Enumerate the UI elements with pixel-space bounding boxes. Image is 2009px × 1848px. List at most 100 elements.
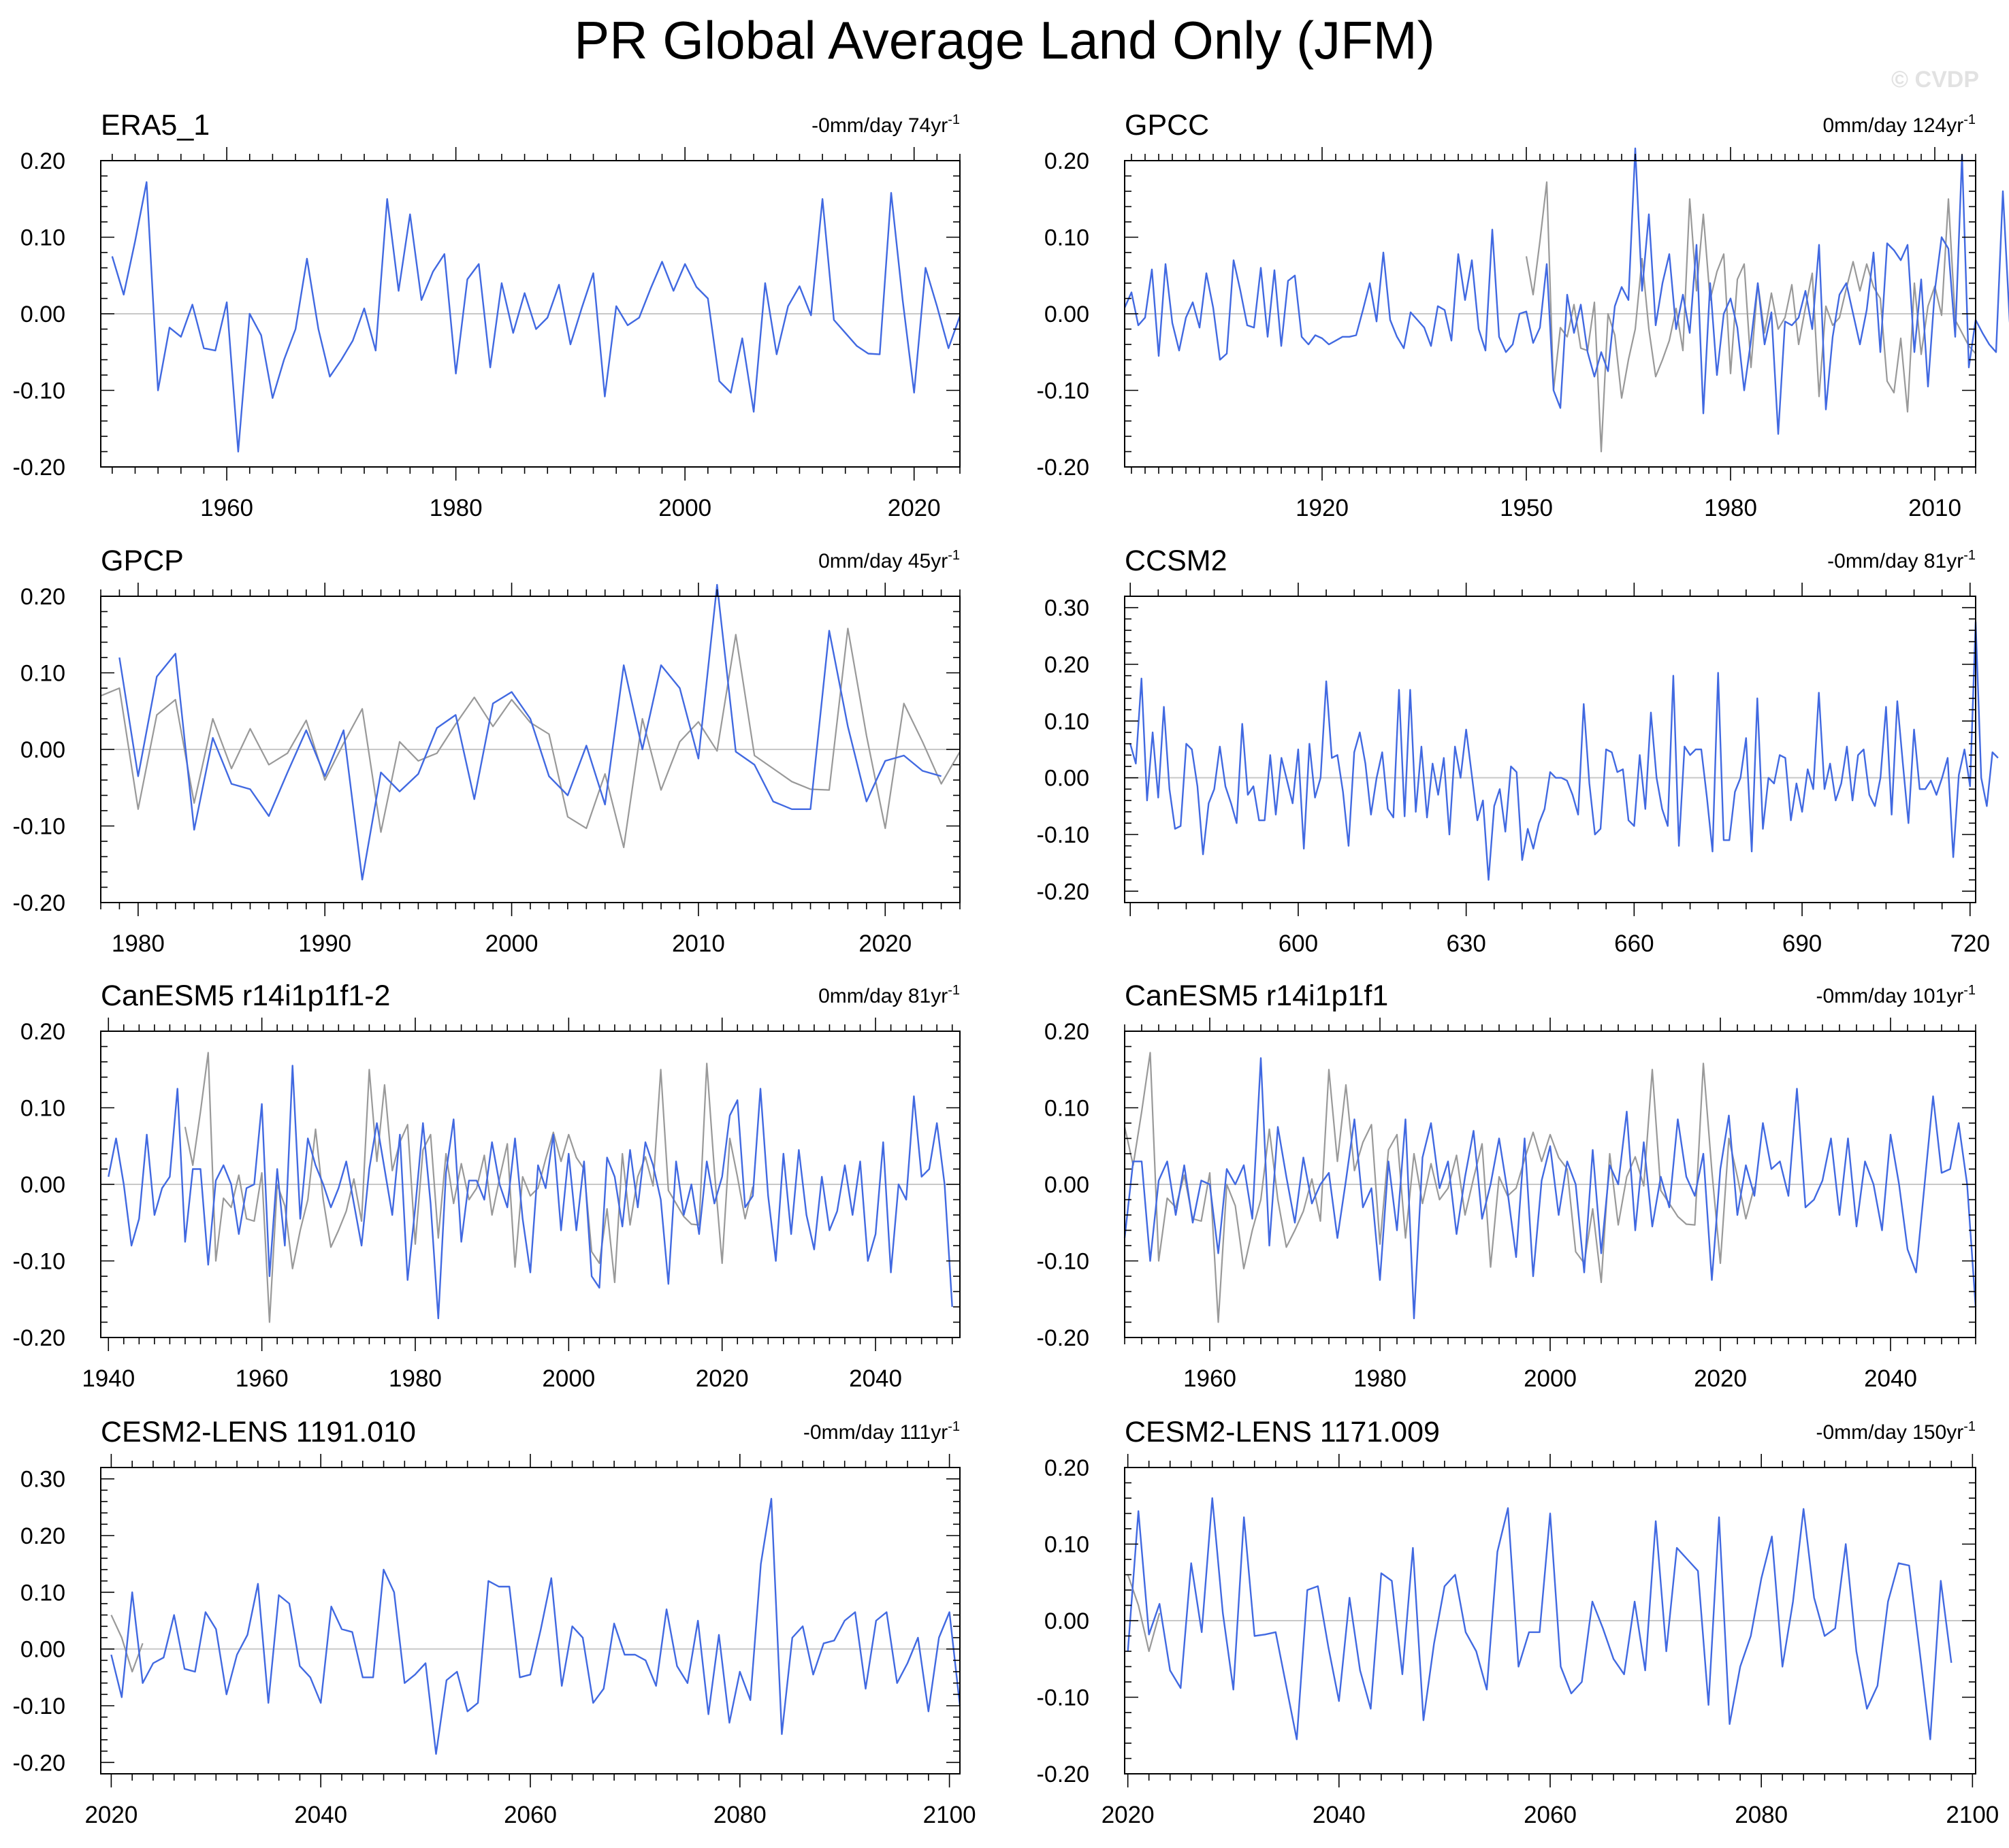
y-tick-label: -0.10	[13, 1249, 66, 1275]
y-tick-label: 0.00	[1044, 1172, 1089, 1198]
panel-title: GPCC	[1125, 109, 1209, 142]
panel-title: CCSM2	[1125, 545, 1227, 577]
reference-series-line	[100, 628, 961, 849]
chart-panel-3: 1980 1990 2000 2010 2020 0.20 0.10 0.00 -0.10 -0.…	[13, 545, 961, 957]
x-tick-label: 1960	[236, 1365, 289, 1392]
x-tick-label: 2000	[658, 495, 711, 521]
x-tick-label: 2010	[672, 930, 725, 957]
y-tick-label: -0.10	[1037, 378, 1090, 404]
panel-title: GPCP	[101, 545, 184, 577]
y-tick-label: 0.00	[20, 1637, 65, 1663]
x-tick-label: 1940	[82, 1365, 135, 1392]
x-tick-label: 2020	[858, 930, 912, 957]
x-tick-label: 2100	[1946, 1802, 1999, 1828]
panel-title: CESM2-LENS 1171.009	[1125, 1416, 1440, 1448]
trend-annotation: -0mm/day 81yr-1	[1827, 548, 1976, 572]
y-tick-label: 0.00	[20, 737, 65, 763]
y-tick-label: 0.30	[20, 1467, 65, 1493]
x-tick-label: 2080	[713, 1802, 767, 1828]
y-tick-label: 0.20	[20, 1019, 65, 1045]
y-tick-label: 0.30	[1044, 596, 1089, 621]
main-series-line	[108, 1065, 953, 1320]
y-tick-label: -0.10	[13, 378, 66, 404]
chart-panel-6: 1960 1980 2000 2020 2040 0.20 0.10 0.00 -0.10 -0.…	[1037, 979, 1977, 1392]
x-tick-label: 630	[1446, 930, 1485, 957]
panel-title: ERA5_1	[101, 109, 210, 142]
main-series-line	[1123, 147, 2009, 435]
y-tick-label: -0.20	[13, 455, 66, 481]
x-tick-label: 690	[1782, 930, 1822, 957]
trend-annotation: -0mm/day 74yr-1	[811, 112, 960, 137]
page-title: PR Global Average Land Only (JFM)	[574, 10, 1435, 70]
main-series-line	[1123, 1057, 1977, 1320]
y-tick-label: -0.10	[1037, 822, 1090, 848]
y-tick-label: 0.00	[1044, 766, 1089, 792]
x-tick-label: 2020	[84, 1802, 138, 1828]
x-tick-label: 2020	[888, 495, 941, 521]
y-tick-label: -0.20	[1037, 879, 1090, 905]
y-tick-label: -0.20	[1037, 1762, 1090, 1787]
main-series-line	[111, 181, 961, 453]
y-tick-label: -0.20	[1037, 455, 1090, 481]
y-tick-label: 0.20	[1044, 148, 1089, 174]
x-tick-label: 1980	[112, 930, 165, 957]
x-tick-label: 2010	[1908, 495, 1961, 521]
chart-panel-1: 1960 1980 2000 2020 0.20 0.10 0.00 -0.10 -0.20 ER…	[13, 109, 961, 521]
x-tick-label: 1990	[298, 930, 351, 957]
y-tick-label: -0.10	[13, 814, 66, 840]
y-tick-label: 0.10	[20, 225, 65, 251]
y-tick-label: 0.00	[20, 302, 65, 327]
trend-annotation: 0mm/day 81yr-1	[818, 983, 960, 1007]
y-tick-label: 0.20	[20, 1523, 65, 1549]
x-tick-label: 2060	[504, 1802, 557, 1828]
reference-series-line	[1525, 181, 1976, 453]
x-tick-label: 2040	[849, 1365, 902, 1392]
x-tick-label: 2000	[1524, 1365, 1577, 1392]
chart-panel-2: 1920 1950 1980 2010 0.20 0.10 0.00 -0.10 -0.20 GP…	[1037, 109, 2009, 521]
y-tick-label: 0.10	[20, 661, 65, 687]
x-tick-label: 2000	[542, 1365, 595, 1392]
x-tick-label: 2040	[1313, 1802, 1366, 1828]
y-tick-label: 0.00	[1044, 1608, 1089, 1634]
y-tick-label: -0.10	[1037, 1249, 1090, 1275]
reference-series-line	[1123, 1052, 1756, 1323]
x-tick-label: 2060	[1524, 1802, 1577, 1828]
y-tick-label: -0.20	[13, 1325, 66, 1351]
y-tick-label: -0.20	[13, 890, 66, 916]
x-tick-label: 1980	[1353, 1365, 1407, 1392]
x-tick-label: 1960	[200, 495, 253, 521]
x-tick-label: 2080	[1735, 1802, 1788, 1828]
main-series-line	[118, 583, 942, 881]
y-tick-label: -0.10	[1037, 1685, 1090, 1711]
main-series-line	[1127, 1497, 1952, 1740]
x-tick-label: 2000	[485, 930, 539, 957]
y-tick-label: 0.20	[1044, 1455, 1089, 1481]
watermark: © CVDP	[1891, 67, 1979, 93]
panel-title: CanESM5 r14i1p1f1	[1125, 979, 1388, 1012]
trend-annotation: -0mm/day 101yr-1	[1816, 983, 1976, 1007]
y-tick-label: -0.10	[13, 1693, 66, 1719]
x-tick-label: 1980	[430, 495, 483, 521]
panel-title: CanESM5 r14i1p1f1-2	[101, 979, 390, 1012]
x-tick-label: 660	[1614, 930, 1654, 957]
reference-series-line	[110, 1615, 144, 1673]
plot-frame	[100, 1467, 961, 1774]
y-tick-label: 0.00	[1044, 302, 1089, 327]
x-tick-label: 2020	[1694, 1365, 1747, 1392]
main-series-line	[110, 1497, 961, 1755]
y-tick-label: -0.20	[1037, 1325, 1090, 1351]
x-tick-label: 1980	[389, 1365, 442, 1392]
y-tick-label: 0.10	[1044, 709, 1089, 734]
x-tick-label: 1980	[1704, 495, 1757, 521]
y-tick-label: 0.20	[20, 584, 65, 610]
y-tick-label: 0.10	[1044, 225, 1089, 251]
panel-title: CESM2-LENS 1191.010	[101, 1416, 416, 1448]
y-tick-label: 0.10	[20, 1580, 65, 1606]
y-tick-label: 0.20	[1044, 1019, 1089, 1045]
trend-annotation: -0mm/day 150yr-1	[1816, 1419, 1976, 1444]
chart-panel-8: 2020 2040 2060 2080 2100 0.20 0.10 0.00 -0.10 -0.…	[1037, 1416, 1999, 1828]
x-tick-label: 1960	[1183, 1365, 1236, 1392]
x-tick-label: 2020	[696, 1365, 749, 1392]
chart-panel-5: 1940 1960 1980 2000 2020 2040 0.20 0.10 0.00 -0.1…	[13, 979, 961, 1392]
